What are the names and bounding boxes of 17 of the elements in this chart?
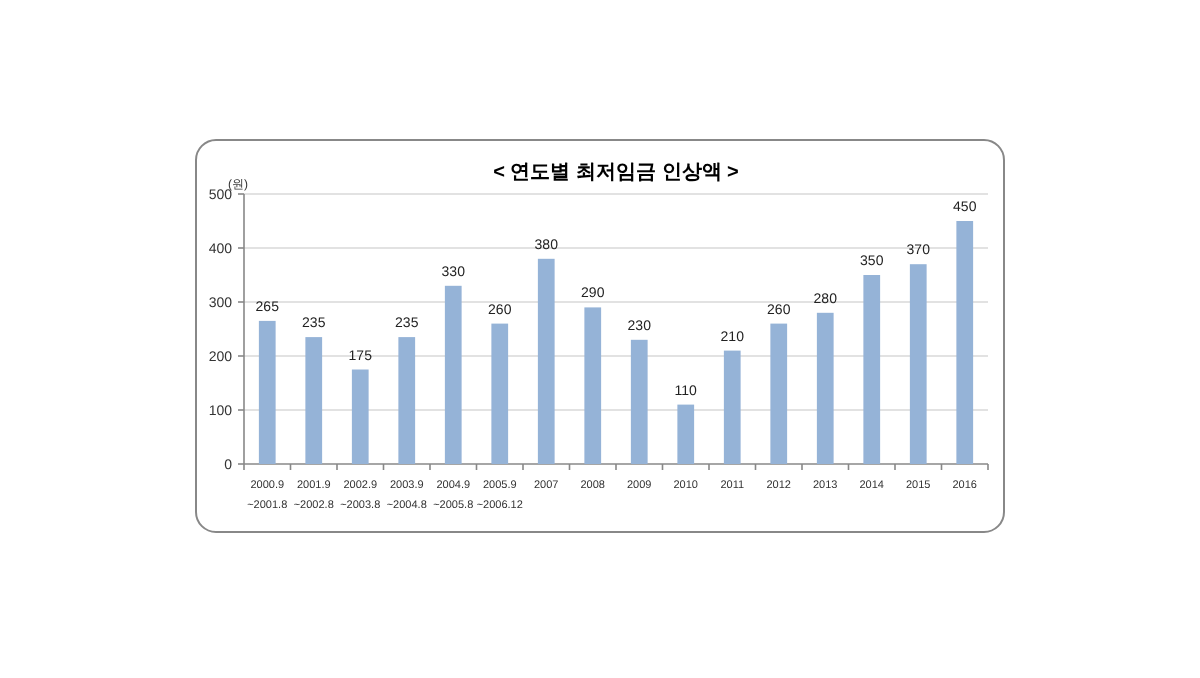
bar [816,312,834,464]
bar [351,369,369,464]
bar [677,404,695,464]
bar [491,323,509,464]
bar [258,320,276,464]
chart-title: < 연도별 최저임금 인상액 > [493,162,740,184]
bar [863,275,881,464]
bar [956,221,974,464]
bar [584,307,602,464]
bar [398,337,416,464]
bar [444,285,462,464]
bar [770,323,788,464]
bar [537,258,555,464]
bar [909,264,927,464]
bar [305,337,323,464]
bar [630,339,648,464]
bar [723,350,741,464]
